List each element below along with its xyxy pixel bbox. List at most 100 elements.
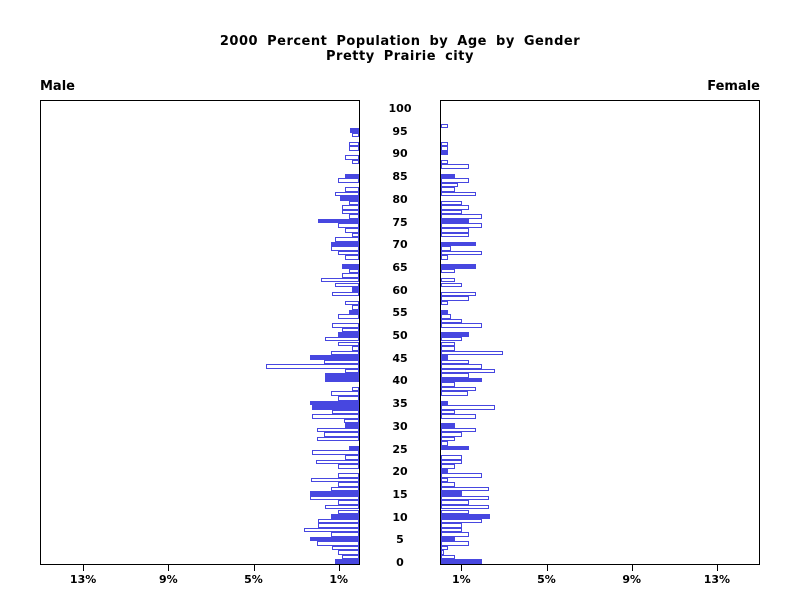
female-bar-age-33: [441, 409, 455, 415]
female-bar-age-32: [441, 414, 476, 419]
male-axis-label: Male: [40, 79, 75, 94]
x-tick-label-female-5: 5%: [537, 573, 556, 586]
female-bar-age-25: [441, 445, 469, 451]
male-bar-age-23: [345, 455, 359, 460]
male-bar-age-32: [312, 414, 359, 419]
age-tick-label-25: 25: [392, 442, 408, 456]
female-bar-age-81: [441, 191, 476, 197]
female-bar-age-46: [441, 350, 503, 356]
female-bar-age-29: [441, 427, 476, 433]
male-bar-age-62: [320, 277, 359, 283]
male-bar-age-4: [317, 541, 359, 546]
male-bar-age-43: [265, 364, 359, 369]
x-tick-label-male-9: 9%: [158, 573, 178, 586]
x-tick-label-male-13: 13%: [69, 573, 97, 586]
male-bar-age-35: [310, 400, 359, 406]
female-bar-age-5: [441, 536, 455, 542]
x-tick-label-female-1: 1%: [451, 573, 471, 586]
age-tick-label-45: 45: [392, 351, 408, 365]
female-bar-age-10: [441, 514, 490, 519]
male-bar-age-77: [341, 209, 359, 215]
female-bar-age-76: [441, 214, 483, 219]
female-bar-age-83: [441, 182, 459, 188]
male-bar-age-91: [348, 146, 359, 151]
male-bar-age-94: [352, 132, 359, 138]
male-bar-age-17: [338, 482, 359, 487]
x-tick-female-5: [546, 565, 548, 571]
female-bar-age-35: [441, 400, 448, 406]
male-bar-age-6: [331, 532, 359, 537]
female-bar-age-22: [441, 459, 462, 465]
male-bar-age-78: [341, 205, 359, 210]
age-tick-label-15: 15: [392, 487, 408, 501]
x-tick-label-female-13: 13%: [703, 573, 731, 586]
female-bar-age-48: [441, 341, 455, 347]
male-bar-age-92: [348, 141, 359, 147]
female-bar-age-3: [441, 545, 448, 551]
male-bar-age-76: [348, 214, 359, 219]
age-tick-label-40: 40: [392, 374, 408, 388]
female-bar-age-2: [441, 550, 445, 555]
female-bar-age-90: [441, 150, 448, 156]
female-bar-age-16: [441, 486, 489, 492]
female-bar-age-38: [441, 386, 476, 392]
female-bar-age-67: [441, 255, 448, 260]
male-bar-age-34: [312, 405, 359, 410]
male-bar-age-8: [317, 523, 359, 528]
male-bar-age-25: [349, 445, 359, 451]
x-tick-label-female-9: 9%: [622, 573, 642, 586]
male-bar-age-7: [303, 527, 359, 533]
male-bar-age-47: [352, 346, 359, 351]
x-tick-male-9: [168, 565, 170, 571]
male-bar-age-73: [345, 228, 359, 233]
male-bar-age-3: [332, 545, 359, 551]
male-bar-age-80: [340, 196, 359, 201]
male-bar-age-12: [324, 504, 359, 510]
male-bar-age-1: [341, 554, 359, 560]
x-tick-female-9: [631, 565, 633, 571]
male-bar-age-57: [345, 300, 359, 306]
female-bar-age-14: [441, 495, 489, 501]
male-bar-age-28: [324, 432, 359, 437]
female-bar-age-64: [441, 268, 455, 274]
male-bar-age-22: [316, 459, 359, 465]
x-tick-male-13: [83, 565, 85, 571]
female-bar-age-79: [441, 200, 462, 206]
female-bar-age-91: [441, 146, 448, 151]
male-bar-age-49: [324, 336, 359, 342]
female-bar-age-75: [441, 218, 469, 224]
male-bar-age-46: [331, 350, 359, 356]
female-bar-age-70: [441, 241, 476, 247]
female-bar-age-84: [441, 178, 469, 183]
female-bar-age-54: [441, 314, 452, 319]
female-bar-age-4: [441, 541, 469, 546]
female-bar-age-74: [441, 223, 483, 228]
male-bar-age-56: [352, 305, 359, 310]
female-bar-age-39: [441, 382, 455, 387]
male-bar-age-45: [310, 355, 359, 360]
male-bar-age-14: [310, 495, 359, 501]
male-bar-age-51: [341, 327, 359, 333]
age-tick-label-0: 0: [396, 556, 404, 569]
male-bar-age-42: [345, 368, 359, 374]
chart-title: 2000 Percent Population by Age by Gender: [219, 34, 581, 49]
male-bar-age-75: [317, 218, 359, 224]
chart-subtitle: Pretty Prairie city: [326, 49, 474, 64]
male-bar-age-21: [338, 464, 359, 469]
female-bar-age-34: [441, 405, 496, 410]
male-bar-age-74: [338, 223, 359, 228]
female-bar-age-0: [441, 559, 483, 564]
female-bar-age-49: [441, 336, 462, 342]
male-bar-age-36: [338, 396, 359, 401]
male-bar-age-24: [312, 450, 359, 455]
age-tick-label-35: 35: [392, 397, 408, 411]
female-bar-age-92: [441, 141, 448, 147]
age-tick-label-10: 10: [392, 510, 408, 524]
female-bar-age-62: [441, 277, 455, 283]
male-bar-age-33: [332, 409, 359, 415]
female-bar-age-18: [441, 477, 448, 483]
male-bar-age-41: [324, 373, 359, 378]
female-bar-age-59: [441, 291, 476, 297]
age-tick-label-90: 90: [392, 147, 408, 161]
